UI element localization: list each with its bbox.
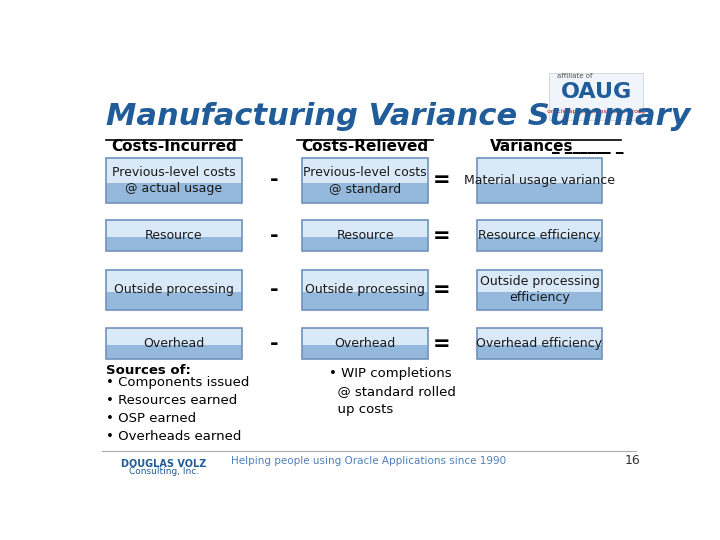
Text: Overhead: Overhead: [335, 337, 396, 350]
Bar: [477, 269, 602, 292]
Bar: [302, 158, 428, 183]
Text: Resource: Resource: [145, 230, 202, 242]
Text: -: -: [270, 334, 279, 354]
Bar: [106, 158, 241, 183]
Bar: [477, 158, 602, 202]
Bar: [302, 220, 428, 251]
Text: • Components issued
• Resources earned
• OSP earned
• Overheads earned: • Components issued • Resources earned •…: [106, 376, 249, 443]
Bar: [302, 328, 428, 345]
Bar: [302, 183, 428, 202]
Text: Consulting, Inc.: Consulting, Inc.: [129, 467, 199, 476]
Text: =: =: [432, 334, 450, 354]
Text: Costs-Relieved: Costs-Relieved: [302, 139, 428, 154]
Text: 16: 16: [625, 454, 640, 467]
Text: Overhead efficiency: Overhead efficiency: [477, 337, 603, 350]
Text: OAUG: OAUG: [560, 82, 631, 102]
Bar: [106, 269, 241, 292]
Text: -: -: [270, 280, 279, 300]
Bar: [477, 328, 602, 359]
FancyBboxPatch shape: [549, 72, 644, 120]
Bar: [106, 220, 241, 237]
Bar: [106, 183, 241, 202]
Bar: [302, 269, 428, 309]
Text: Resource: Resource: [336, 230, 394, 242]
Text: -: -: [270, 170, 279, 190]
Bar: [302, 328, 428, 359]
Bar: [477, 237, 602, 251]
Bar: [106, 328, 241, 359]
Text: Costs-Incurred: Costs-Incurred: [111, 139, 237, 154]
Bar: [106, 237, 241, 251]
Text: Outside processing: Outside processing: [305, 283, 425, 296]
Bar: [302, 220, 428, 237]
Text: =: =: [432, 280, 450, 300]
Bar: [106, 345, 241, 359]
Bar: [302, 237, 428, 251]
Bar: [106, 220, 241, 251]
Text: oracle applications users group: oracle applications users group: [546, 109, 646, 113]
Bar: [302, 269, 428, 292]
Bar: [477, 183, 602, 202]
Bar: [477, 345, 602, 359]
Bar: [477, 220, 602, 251]
Text: Overhead: Overhead: [143, 337, 204, 350]
Text: Resource efficiency: Resource efficiency: [478, 230, 600, 242]
Text: DOUGLAS VOLZ: DOUGLAS VOLZ: [121, 458, 207, 469]
Text: Outside processing
efficiency: Outside processing efficiency: [480, 275, 600, 304]
Text: Sources of:: Sources of:: [106, 363, 190, 376]
Bar: [477, 292, 602, 309]
Text: =: =: [432, 226, 450, 246]
Text: Manufacturing Variance Summary: Manufacturing Variance Summary: [106, 102, 690, 131]
Bar: [477, 158, 602, 183]
Bar: [106, 328, 241, 345]
Bar: [302, 292, 428, 309]
Text: Outside processing: Outside processing: [114, 283, 233, 296]
Text: Previous-level costs
@ actual usage: Previous-level costs @ actual usage: [112, 166, 235, 195]
Bar: [106, 269, 241, 309]
Bar: [477, 220, 602, 237]
Text: Material usage variance: Material usage variance: [464, 174, 615, 187]
Bar: [106, 292, 241, 309]
Bar: [106, 158, 241, 202]
Text: • WIP completions
  @ standard rolled
  up costs: • WIP completions @ standard rolled up c…: [329, 367, 456, 416]
Bar: [477, 328, 602, 345]
Bar: [477, 269, 602, 309]
Bar: [302, 158, 428, 202]
Text: -: -: [270, 226, 279, 246]
Text: _ ______ _: _ ______ _: [552, 139, 624, 154]
Bar: [302, 345, 428, 359]
Text: =: =: [432, 170, 450, 190]
Text: Variances: Variances: [490, 139, 574, 154]
Text: Helping people using Oracle Applications since 1990: Helping people using Oracle Applications…: [231, 456, 507, 465]
Text: Previous-level costs
@ standard: Previous-level costs @ standard: [303, 166, 427, 195]
Text: affiliate of: affiliate of: [557, 73, 592, 79]
